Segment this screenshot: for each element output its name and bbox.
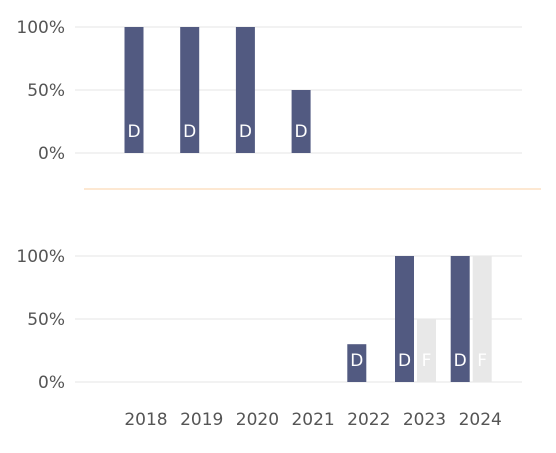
bar-label: D <box>239 122 252 142</box>
x-tick-label: 2023 <box>403 410 446 430</box>
bar-d-2023 <box>395 256 414 382</box>
bar-label: D <box>183 122 196 142</box>
y-tick-label: 0% <box>38 373 65 393</box>
bar-f-2023 <box>417 319 436 382</box>
bar-label: D <box>350 351 363 371</box>
x-tick-label: 2022 <box>347 410 390 430</box>
bar-d-2018 <box>124 27 144 153</box>
y-tick-label: 50% <box>27 81 65 101</box>
y-tick-label: 100% <box>16 247 65 267</box>
y-tick-label: 100% <box>16 18 65 38</box>
y-tick-label: 50% <box>27 310 65 330</box>
x-tick-label: 2024 <box>459 410 502 430</box>
y-tick-label: 0% <box>38 144 65 164</box>
bar-label: D <box>398 351 411 371</box>
bar-d-2020 <box>235 27 255 153</box>
bar-d-2022 <box>347 344 367 382</box>
bar-label: F <box>477 351 487 371</box>
bar-d-2021 <box>291 90 311 153</box>
x-tick-label: 2019 <box>180 410 223 430</box>
bar-label: F <box>422 351 432 371</box>
bar-d-2024 <box>450 256 470 382</box>
bar-label: D <box>127 122 140 142</box>
x-tick-label: 2020 <box>236 410 279 430</box>
bar-label: D <box>295 122 308 142</box>
bar-f-2024 <box>472 256 492 382</box>
x-tick-label: 2021 <box>291 410 334 430</box>
bar-label: D <box>454 351 467 371</box>
x-tick-label: 2018 <box>124 410 167 430</box>
bar-d-2019 <box>180 27 200 153</box>
